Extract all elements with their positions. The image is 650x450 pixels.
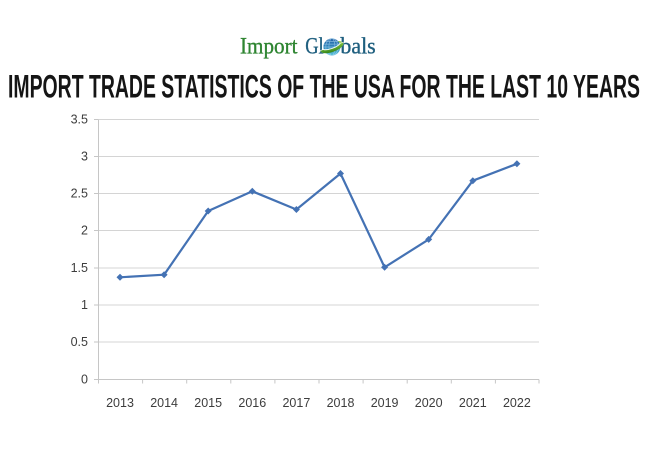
svg-text:Gl: Gl xyxy=(305,33,324,58)
svg-text:0.5: 0.5 xyxy=(71,335,88,349)
svg-text:2020: 2020 xyxy=(415,396,443,410)
svg-text:2015: 2015 xyxy=(194,396,222,410)
svg-text:2.5: 2.5 xyxy=(71,187,88,201)
svg-text:2021: 2021 xyxy=(459,396,487,410)
svg-text:0: 0 xyxy=(81,373,88,387)
svg-text:3: 3 xyxy=(81,150,88,164)
svg-text:2017: 2017 xyxy=(282,396,310,410)
svg-text:2014: 2014 xyxy=(150,396,178,410)
svg-text:1.5: 1.5 xyxy=(71,261,88,275)
svg-text:2018: 2018 xyxy=(327,396,355,410)
svg-text:2016: 2016 xyxy=(238,396,266,410)
svg-text:2022: 2022 xyxy=(503,396,531,410)
svg-text:Import: Import xyxy=(240,33,298,58)
svg-text:3.5: 3.5 xyxy=(71,113,88,127)
svg-text:2013: 2013 xyxy=(106,396,134,410)
svg-text:bals: bals xyxy=(340,33,375,58)
svg-text:2: 2 xyxy=(81,224,88,238)
svg-text:IMPORT TRADE STATISTICS OF THE: IMPORT TRADE STATISTICS OF THE USA FOR T… xyxy=(8,69,640,105)
svg-text:2019: 2019 xyxy=(371,396,399,410)
svg-text:1: 1 xyxy=(81,298,88,312)
